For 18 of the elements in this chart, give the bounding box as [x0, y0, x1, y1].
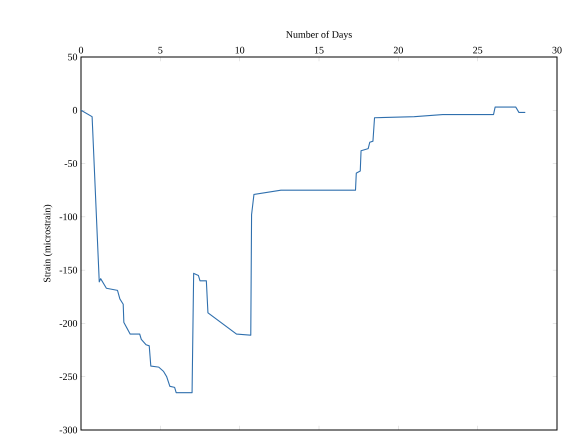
x-tick-label: 0	[78, 46, 84, 54]
y-tick-label: 0	[72, 106, 78, 114]
x-tick-label: 5	[158, 46, 162, 54]
line-series	[81, 106, 526, 394]
y-tick-label: 50	[68, 54, 78, 60]
y-tick-label: -150	[60, 266, 78, 274]
y-tick-label: -50	[64, 160, 78, 167]
y-tick-label: -200	[60, 320, 78, 327]
x-tick-label: 30	[552, 46, 562, 54]
x-tick-label: 25	[473, 46, 482, 54]
y-tick-label: -250	[60, 373, 78, 380]
y-tick-label: -300	[60, 426, 78, 434]
x-tick-label: 20	[394, 46, 403, 54]
x-tick-label: 15	[314, 46, 324, 54]
x-tick-label: 10	[236, 46, 244, 54]
x-axis-title: Number of Days	[286, 30, 352, 40]
y-axis-title: Strain (microstrain)	[43, 204, 52, 282]
y-tick-label: -100	[60, 213, 78, 220]
